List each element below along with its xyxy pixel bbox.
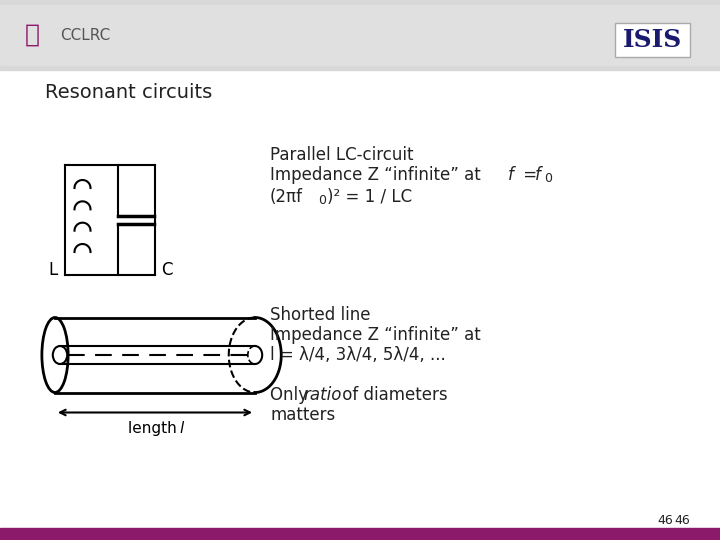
Text: Shorted line: Shorted line [270,306,371,324]
Text: matters: matters [270,406,336,424]
Text: l = λ/4, 3λ/4, 5λ/4, ...: l = λ/4, 3λ/4, 5λ/4, ... [270,346,446,364]
Text: =: = [518,166,542,184]
Text: Only: Only [270,386,313,404]
Text: 46: 46 [657,514,673,526]
Text: C: C [161,261,173,279]
Text: (2πf: (2πf [270,188,303,206]
Text: of diameters: of diameters [337,386,448,404]
Bar [0,5,720,65]
Text: Impedance Z “infinite” at: Impedance Z “infinite” at [270,326,481,344]
Text: Parallel LC-circuit: Parallel LC-circuit [270,146,413,164]
Bar [0,528,720,540]
Text: f: f [535,166,541,184]
Bar [0,0,720,70]
Text: Impedance Z “infinite” at: Impedance Z “infinite” at [270,166,491,184]
Text: 0: 0 [318,194,326,207]
Text: )² = 1 / LC: )² = 1 / LC [327,188,412,206]
Text: CCLRC: CCLRC [60,28,110,43]
Text: L: L [48,261,58,279]
Text: length: length [128,421,182,436]
Ellipse shape [53,346,67,364]
Text: ISIS: ISIS [622,28,682,52]
Text: l: l [180,421,184,436]
FancyBboxPatch shape [615,23,690,57]
Text: Resonant circuits: Resonant circuits [45,83,212,102]
Text: ratio: ratio [303,386,341,404]
Text: 🌐: 🌐 [24,23,40,47]
Text: f: f [508,166,514,184]
Text: 0: 0 [544,172,552,186]
Text: 46: 46 [674,514,690,526]
